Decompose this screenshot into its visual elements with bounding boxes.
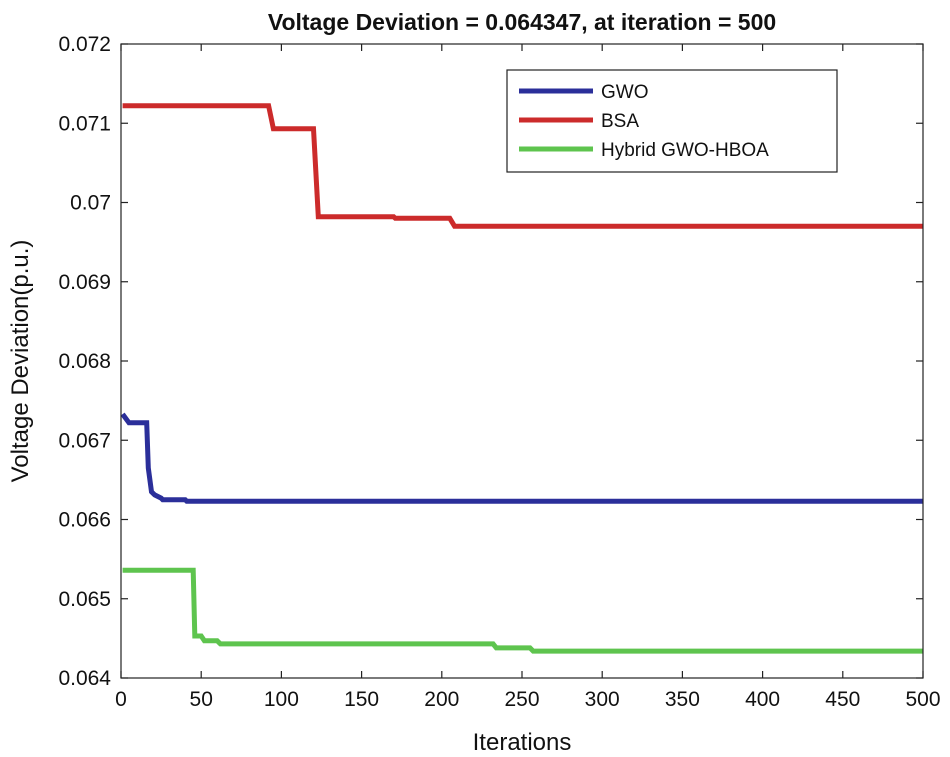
series-line-hybrid-gwo-hboa [122, 567, 923, 654]
y-tick-label: 0.071 [58, 112, 111, 135]
series-line-bsa [122, 103, 923, 229]
y-tick-label: 0.065 [58, 588, 111, 611]
y-axis-label: Voltage Deviation(p.u.) [7, 240, 34, 483]
x-axis-ticks: 0 50 100 150 200 250 300 350 400 450 500 [115, 44, 941, 711]
x-tick-label: 200 [424, 688, 459, 711]
x-tick-label: 250 [504, 688, 539, 711]
x-tick-label: 0 [115, 688, 127, 711]
legend: GWO BSA Hybrid GWO-HBOA [506, 69, 838, 173]
legend-entry-label: BSA [601, 111, 639, 132]
y-tick-label: 0.066 [58, 509, 111, 532]
y-tick-label: 0.067 [58, 429, 111, 452]
x-tick-label: 350 [665, 688, 700, 711]
y-tick-label: 0.072 [58, 33, 111, 56]
y-tick-label: 0.068 [58, 350, 111, 373]
legend-entry-label: GWO [601, 82, 649, 103]
y-tick-label: 0.069 [58, 271, 111, 294]
y-tick-label: 0.064 [58, 667, 111, 690]
x-tick-label: 300 [585, 688, 620, 711]
x-tick-label: 50 [190, 688, 213, 711]
x-tick-label: 400 [745, 688, 780, 711]
x-tick-label: 450 [825, 688, 860, 711]
legend-entry-label: Hybrid GWO-HBOA [601, 140, 769, 161]
series-line-gwo [120, 412, 923, 504]
x-axis-label: Iterations [473, 729, 572, 756]
series-layer [120, 103, 923, 654]
y-tick-label: 0.07 [70, 192, 111, 215]
x-tick-label: 100 [264, 688, 299, 711]
x-tick-label: 150 [344, 688, 379, 711]
y-axis-ticks: 0.064 0.065 0.066 0.067 0.068 0.069 0.07 0.071 0… [58, 33, 923, 690]
chart-title: Voltage Deviation = 0.064347, at iterati… [268, 9, 776, 35]
x-tick-label: 500 [905, 688, 940, 711]
